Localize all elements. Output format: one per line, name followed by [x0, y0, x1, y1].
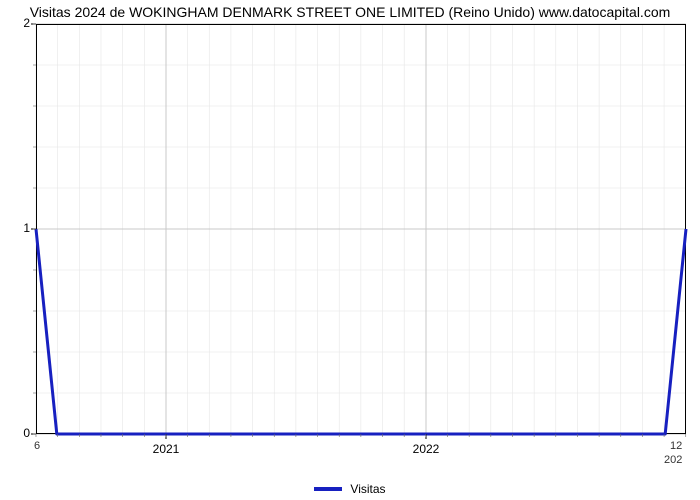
corner-bottom-left: 6: [34, 440, 40, 452]
legend-label: Visitas: [350, 482, 385, 496]
corner-bottom-right-top: 12: [670, 440, 682, 452]
y-tick-label: 0: [2, 426, 30, 440]
chart-title: Visitas 2024 de WOKINGHAM DENMARK STREET…: [0, 4, 700, 20]
line-chart: [36, 24, 686, 434]
chart-container: Visitas 2024 de WOKINGHAM DENMARK STREET…: [0, 0, 700, 500]
legend: Visitas: [0, 482, 700, 496]
x-tick-label: 2022: [413, 442, 440, 456]
x-tick-label: 2021: [153, 442, 180, 456]
y-tick-label: 1: [2, 221, 30, 235]
chart-area: [36, 24, 686, 434]
legend-swatch: [314, 487, 342, 491]
y-tick-label: 2: [2, 16, 30, 30]
corner-bottom-right-bottom: 202: [664, 454, 682, 466]
